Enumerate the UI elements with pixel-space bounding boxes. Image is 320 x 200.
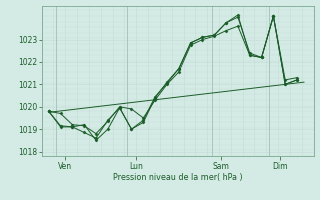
X-axis label: Pression niveau de la mer( hPa ): Pression niveau de la mer( hPa ) bbox=[113, 173, 243, 182]
